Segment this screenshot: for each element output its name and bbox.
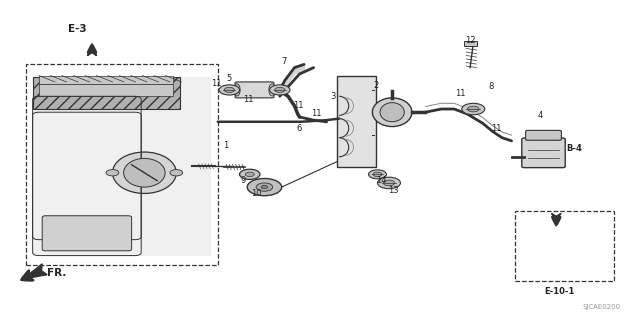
- Circle shape: [239, 169, 260, 180]
- Text: 1: 1: [223, 141, 228, 150]
- Text: E-3: E-3: [68, 24, 86, 34]
- Circle shape: [219, 85, 239, 95]
- FancyBboxPatch shape: [465, 41, 477, 46]
- Text: 11: 11: [211, 79, 222, 88]
- Circle shape: [462, 103, 484, 115]
- Text: 11: 11: [243, 95, 253, 104]
- FancyBboxPatch shape: [525, 130, 561, 140]
- FancyBboxPatch shape: [39, 84, 173, 96]
- Circle shape: [245, 172, 254, 177]
- Text: 8: 8: [488, 82, 494, 91]
- FancyBboxPatch shape: [522, 138, 565, 168]
- Ellipse shape: [234, 84, 240, 96]
- Circle shape: [261, 186, 268, 189]
- Circle shape: [247, 179, 282, 196]
- Text: SJCAE0200: SJCAE0200: [582, 304, 620, 310]
- Text: 5: 5: [227, 74, 232, 83]
- Text: 7: 7: [281, 57, 286, 66]
- FancyBboxPatch shape: [337, 76, 376, 167]
- Circle shape: [467, 106, 479, 112]
- FancyBboxPatch shape: [39, 76, 173, 84]
- Text: FR.: FR.: [47, 268, 66, 278]
- Circle shape: [369, 170, 387, 179]
- Circle shape: [224, 87, 234, 92]
- Text: 9: 9: [241, 176, 246, 185]
- Ellipse shape: [269, 84, 275, 96]
- FancyBboxPatch shape: [235, 82, 274, 98]
- Text: 11: 11: [293, 101, 303, 110]
- Text: 2: 2: [374, 81, 379, 90]
- Circle shape: [275, 87, 285, 92]
- Circle shape: [373, 172, 382, 177]
- Text: 4: 4: [538, 111, 543, 120]
- Circle shape: [383, 180, 395, 186]
- Circle shape: [256, 183, 273, 191]
- FancyBboxPatch shape: [33, 77, 211, 256]
- Circle shape: [170, 170, 182, 176]
- Ellipse shape: [380, 103, 404, 122]
- Text: 11: 11: [312, 109, 322, 118]
- Text: 12: 12: [465, 36, 476, 45]
- Ellipse shape: [113, 152, 176, 194]
- Text: E-10-1: E-10-1: [544, 287, 575, 296]
- Text: 10: 10: [251, 189, 261, 198]
- Circle shape: [378, 177, 401, 189]
- Text: 13: 13: [388, 186, 399, 195]
- Text: 3: 3: [330, 92, 335, 101]
- FancyBboxPatch shape: [42, 216, 132, 251]
- Ellipse shape: [372, 98, 412, 126]
- Bar: [26, 64, 218, 265]
- Circle shape: [106, 170, 119, 176]
- Text: 6: 6: [296, 124, 301, 132]
- Ellipse shape: [124, 158, 165, 187]
- Text: 11: 11: [455, 89, 466, 98]
- Polygon shape: [33, 77, 179, 109]
- Text: B-4: B-4: [566, 144, 582, 153]
- Text: 14: 14: [376, 176, 387, 185]
- Circle shape: [269, 85, 290, 95]
- Bar: [515, 211, 614, 281]
- Text: 11: 11: [491, 124, 502, 132]
